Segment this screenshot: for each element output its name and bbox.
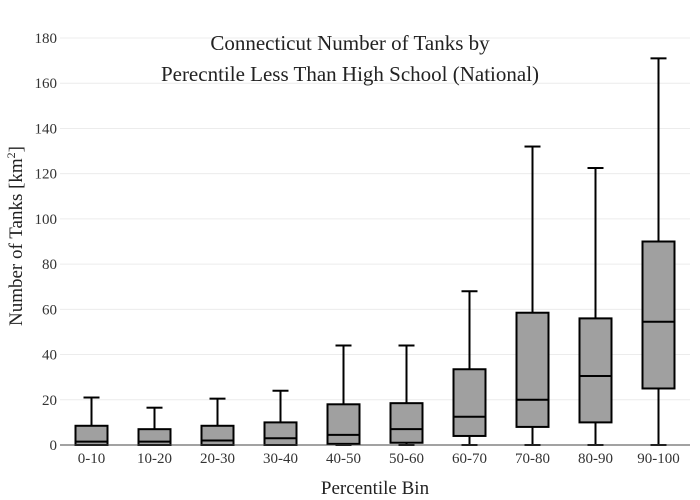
iqr-box	[326, 403, 361, 445]
x-tick-label: 20-30	[200, 451, 235, 467]
y-axis-title-close: ]	[6, 146, 27, 152]
iqr-box	[578, 317, 613, 424]
y-tick-label: 120	[35, 167, 58, 183]
box-50-60	[389, 344, 424, 446]
x-tick-label: 60-70	[452, 451, 487, 467]
box-30-40	[263, 389, 298, 446]
chart-title-line-2: Perecntile Less Than High School (Nation…	[161, 62, 539, 86]
box-20-30	[200, 397, 235, 446]
x-tick-label: 0-10	[78, 451, 106, 467]
x-tick-label: 50-60	[389, 451, 424, 467]
y-tick-label: 80	[42, 257, 57, 273]
y-tick-label: 40	[42, 348, 57, 364]
box-0-10	[74, 396, 109, 446]
box-60-70	[452, 290, 487, 446]
y-tick-label: 160	[35, 76, 58, 92]
iqr-box	[200, 424, 235, 446]
boxes	[74, 57, 676, 446]
y-axis-title-main: Number of Tanks [km	[6, 158, 27, 326]
x-tick-label: 80-90	[578, 451, 613, 467]
x-axis-title: Percentile Bin	[321, 478, 430, 499]
y-tick-label: 20	[42, 393, 57, 409]
y-tick-labels: 0 20 40 60 80 100 120 140 160 180	[35, 31, 58, 454]
y-axis-title: Number of Tanks [km2]	[4, 146, 27, 326]
box-10-20	[137, 406, 172, 446]
y-tick-label: 0	[50, 438, 58, 454]
iqr-box	[452, 368, 487, 437]
gridlines	[60, 37, 690, 401]
x-tick-labels: 0-10 10-20 20-30 30-40 40-50 50-60 60-70 70-80 8…	[78, 451, 680, 467]
x-tick-label: 10-20	[137, 451, 172, 467]
iqr-box	[137, 428, 172, 446]
y-tick-label: 180	[35, 31, 58, 47]
y-tick-label: 140	[35, 121, 58, 137]
iqr-box	[389, 402, 424, 444]
y-tick-label: 100	[35, 212, 58, 228]
chart-title-line-1: Connecticut Number of Tanks by	[210, 31, 490, 55]
y-axis-title-superscript: 2	[4, 152, 18, 158]
y-tick-label: 60	[42, 302, 57, 318]
iqr-box	[515, 311, 550, 428]
box-80-90	[578, 167, 613, 446]
x-tick-label: 30-40	[263, 451, 298, 467]
iqr-box	[263, 421, 298, 446]
x-tick-label: 40-50	[326, 451, 361, 467]
x-tick-label: 90-100	[637, 451, 680, 467]
x-tick-label: 70-80	[515, 451, 550, 467]
iqr-box	[641, 240, 676, 390]
box-40-50	[326, 344, 361, 446]
box-90-100	[641, 57, 676, 446]
box-70-80	[515, 145, 550, 446]
